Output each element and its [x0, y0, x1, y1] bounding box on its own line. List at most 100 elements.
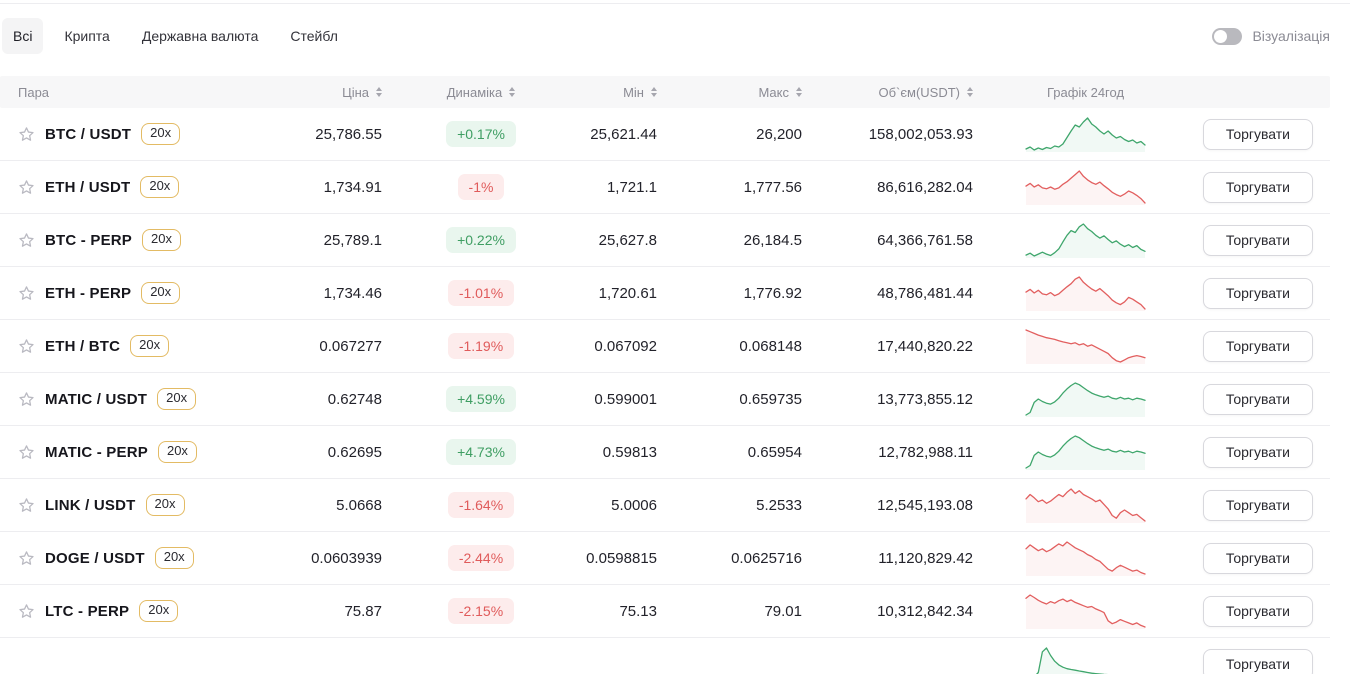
min-value: 0.59813 [602, 443, 657, 461]
min-value: 1,721.1 [606, 178, 657, 196]
column-header-max[interactable]: Макс [665, 85, 810, 100]
pair-name: MATIC / USDT [45, 390, 148, 408]
table-row: ETH / BTC 20x 0.067277 -1.19% 0.067092 0… [0, 320, 1330, 373]
sparkline-chart [1024, 169, 1147, 205]
sparkline-chart [1024, 434, 1147, 470]
change-badge: +0.17% [446, 121, 516, 147]
column-header-change[interactable]: Динаміка [390, 85, 572, 100]
price-value: 0.62695 [327, 443, 382, 461]
table-row: DOGE / USDT 20x 0.0603939 -2.44% 0.05988… [0, 532, 1330, 585]
favorite-star-icon[interactable] [18, 497, 35, 514]
table-row: BTC / USDT 20x 25,786.55 +0.17% 25,621.4… [0, 108, 1330, 161]
trade-button[interactable]: Торгувати [1202, 383, 1313, 415]
pair-cell: BTC - PERP 20x [0, 229, 300, 251]
pair-cell: LTC - PERP 20x [0, 600, 300, 622]
toggle-knob [1214, 29, 1228, 43]
change-cell: +0.22% [446, 227, 516, 253]
table-body: BTC / USDT 20x 25,786.55 +0.17% 25,621.4… [0, 108, 1330, 674]
change-badge: -1.01% [447, 280, 515, 306]
trade-button[interactable]: Торгувати [1202, 542, 1313, 574]
favorite-star-icon[interactable] [18, 603, 35, 620]
action-cell: Торгувати [1202, 595, 1330, 627]
action-cell: Торгувати [1202, 171, 1330, 203]
change-cell: +4.59% [446, 386, 516, 412]
volume-value: 12,782,988.11 [878, 443, 973, 461]
favorite-star-icon[interactable] [18, 232, 35, 249]
max-value: 26,184.5 [743, 231, 802, 249]
change-badge: -2.15% [447, 598, 515, 624]
visualization-toggle[interactable] [1212, 27, 1243, 45]
markets-page: Всі Крипта Державна валюта Стейбл Візуаліза… [0, 3, 1350, 674]
favorite-star-icon[interactable] [18, 338, 35, 355]
filter-tab-2[interactable]: Державна валюта [141, 28, 259, 44]
change-cell: -1.64% [447, 492, 515, 518]
favorite-star-icon[interactable] [18, 391, 35, 408]
change-badge: -1% [457, 174, 505, 200]
volume-value: 86,616,282.04 [877, 178, 973, 196]
sort-icon [651, 87, 657, 97]
table-row: ETH - PERP 20x 1,734.46 -1.01% 1,720.61 … [0, 267, 1330, 320]
sparkline-chart [1024, 116, 1147, 152]
column-header-pair: Пара [18, 84, 50, 100]
filter-tab-3[interactable]: Стейбл [290, 28, 338, 44]
column-header-volume[interactable]: Об`єм(USDT) [810, 85, 981, 100]
trade-button[interactable]: Торгувати [1202, 171, 1313, 203]
leverage-badge: 20x [141, 282, 181, 304]
trade-button[interactable]: Торгувати [1202, 118, 1313, 150]
leverage-badge: 20x [130, 335, 170, 357]
column-header-min[interactable]: Мін [572, 85, 665, 100]
pair-name: BTC / USDT [45, 125, 132, 143]
table-row: LTC - PERP 20x 75.87 -2.15% 75.13 79.01 … [0, 585, 1330, 638]
trade-button[interactable]: Торгувати [1202, 330, 1313, 362]
action-cell: Торгувати [1202, 224, 1330, 256]
favorite-star-icon[interactable] [18, 550, 35, 567]
favorite-star-icon[interactable] [18, 126, 35, 143]
trade-button[interactable]: Торгувати [1202, 224, 1313, 256]
column-header-price[interactable]: Ціна [300, 85, 390, 100]
volume-value: 12,545,193.08 [877, 496, 973, 514]
min-value: 1,720.61 [598, 284, 657, 302]
max-value: 79.01 [764, 602, 802, 620]
price-value: 75.87 [344, 602, 382, 620]
pair-cell: DOGE / USDT 20x [0, 547, 300, 569]
max-value: 0.65954 [747, 443, 802, 461]
min-value: 0.067092 [594, 337, 657, 355]
action-cell: Торгувати [1202, 330, 1330, 362]
filter-tab-1[interactable]: Крипта [64, 28, 110, 44]
price-value: 5.0668 [336, 496, 382, 514]
trade-button[interactable]: Торгувати [1202, 436, 1313, 468]
filter-tab-0[interactable]: Всі [2, 18, 44, 54]
visualization-toggle-group: Візуалізація [1212, 27, 1330, 45]
sparkline-chart [1024, 540, 1147, 576]
change-cell: -1.01% [447, 280, 515, 306]
action-cell: Торгувати [1202, 648, 1330, 674]
action-cell: Торгувати [1202, 436, 1330, 468]
leverage-badge: 20x [145, 494, 185, 516]
action-cell: Торгувати [1202, 542, 1330, 574]
pair-cell: MATIC / USDT 20x [0, 388, 300, 410]
trade-button[interactable]: Торгувати [1202, 595, 1313, 627]
trade-button[interactable]: Торгувати [1202, 277, 1313, 309]
trade-button[interactable]: Торгувати [1202, 648, 1313, 674]
volume-value: 11,120,829.42 [878, 549, 973, 567]
price-value: 25,786.55 [315, 125, 382, 143]
leverage-badge: 20x [157, 441, 197, 463]
change-cell: -1.19% [447, 333, 515, 359]
change-cell: +4.73% [446, 439, 516, 465]
favorite-star-icon[interactable] [18, 179, 35, 196]
sparkline-chart [1024, 487, 1147, 523]
trade-button[interactable]: Торгувати [1202, 489, 1313, 521]
table-row: BTC - PERP 20x 25,789.1 +0.22% 25,627.8 … [0, 214, 1330, 267]
pair-cell: MATIC - PERP 20x [0, 441, 300, 463]
price-value: 0.067277 [319, 337, 382, 355]
favorite-star-icon[interactable] [18, 285, 35, 302]
pair-name: ETH - PERP [45, 284, 132, 302]
favorite-star-icon[interactable] [18, 444, 35, 461]
leverage-badge: 20x [157, 388, 197, 410]
price-value: 0.0603939 [311, 549, 382, 567]
table-header: Пара Ціна Динаміка Мін Макс Об`єм(USDT) Графік… [0, 76, 1330, 108]
leverage-badge: 20x [154, 547, 194, 569]
action-cell: Торгувати [1202, 383, 1330, 415]
action-cell: Торгувати [1202, 118, 1330, 150]
change-badge: -1.19% [447, 333, 515, 359]
